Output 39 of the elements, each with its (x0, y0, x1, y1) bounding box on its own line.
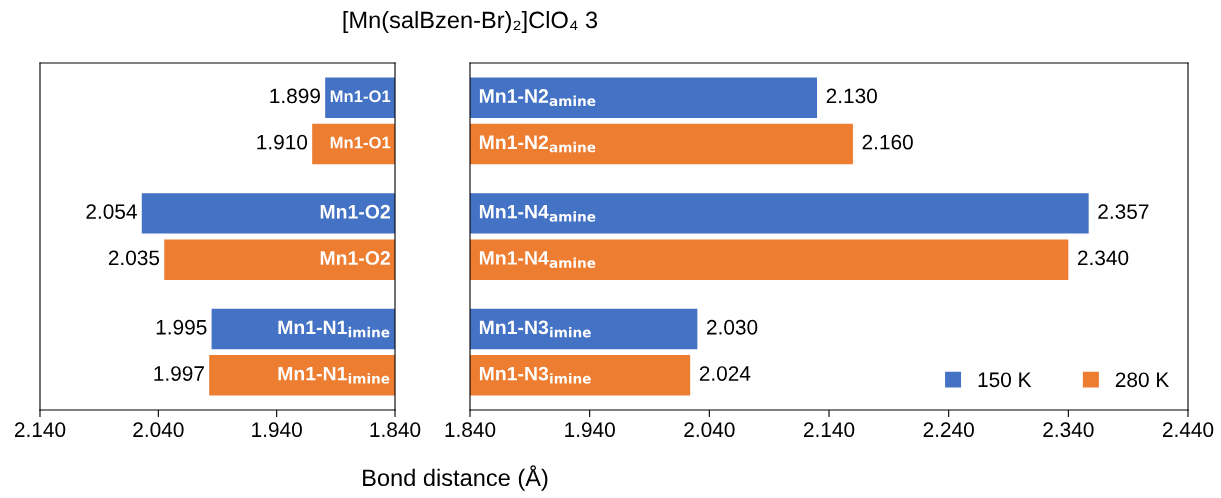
category-label: Mn1-O2 (320, 204, 390, 219)
data-label: 2.054 (86, 204, 137, 219)
x-tick-label: 1.940 (565, 422, 615, 438)
data-label: 2.160 (862, 134, 913, 150)
x-tick-label: 2.240 (923, 422, 974, 438)
category-label: Mn1-O1 (330, 90, 391, 103)
x-tick-label: 2.040 (684, 422, 735, 438)
x-tick-label: 2.140 (803, 422, 855, 438)
category-label: Mn1-O2 (320, 251, 390, 265)
category-label: Mn1-N3$_{imine}$ (479, 366, 591, 384)
x-tick-label: 2.440 (1162, 422, 1214, 438)
x-tick-label: 2.340 (1043, 422, 1094, 438)
legend-label: 150 K (978, 372, 1032, 388)
data-label: 2.340 (1078, 250, 1129, 266)
data-label: 1.899 (270, 88, 320, 104)
category-label: Mn1-N2$_{amine}$ (479, 135, 596, 153)
x-tick-label: 1.840 (370, 422, 421, 438)
x-axis-title: Bond distance (Å) (363, 465, 548, 491)
data-label: 1.997 (154, 366, 204, 381)
x-tick-label: 1.940 (252, 422, 302, 438)
data-label: 2.024 (699, 366, 751, 381)
data-label: 2.130 (826, 88, 877, 104)
category-label: Mn1-N1$_{imine}$ (278, 320, 390, 338)
text: [Mn(salBzen-Br)₂]ClO₄ 3 (343, 11, 598, 33)
x-tick-label: 2.040 (133, 422, 184, 438)
x-tick-label: 2.140 (14, 422, 66, 438)
data-label: 2.035 (108, 250, 160, 266)
category-label: Mn1-N2$_{amine}$ (479, 89, 596, 107)
data-label: 2.357 (1098, 204, 1149, 219)
category-label: Mn1-N3$_{imine}$ (479, 320, 591, 338)
data-label: 1.995 (156, 319, 207, 335)
category-label: Mn1-O1 (330, 136, 391, 149)
x-tick-label: 1.840 (445, 422, 496, 438)
category-label: Mn1-N4$_{amine}$ (479, 251, 596, 269)
category-label: Mn1-N1$_{imine}$ (278, 366, 390, 384)
data-label: 2.030 (707, 319, 758, 335)
legend-label: 280 K (1115, 372, 1170, 388)
data-label: 1.910 (257, 134, 308, 150)
category-label: Mn1-N4$_{amine}$ (479, 204, 596, 222)
